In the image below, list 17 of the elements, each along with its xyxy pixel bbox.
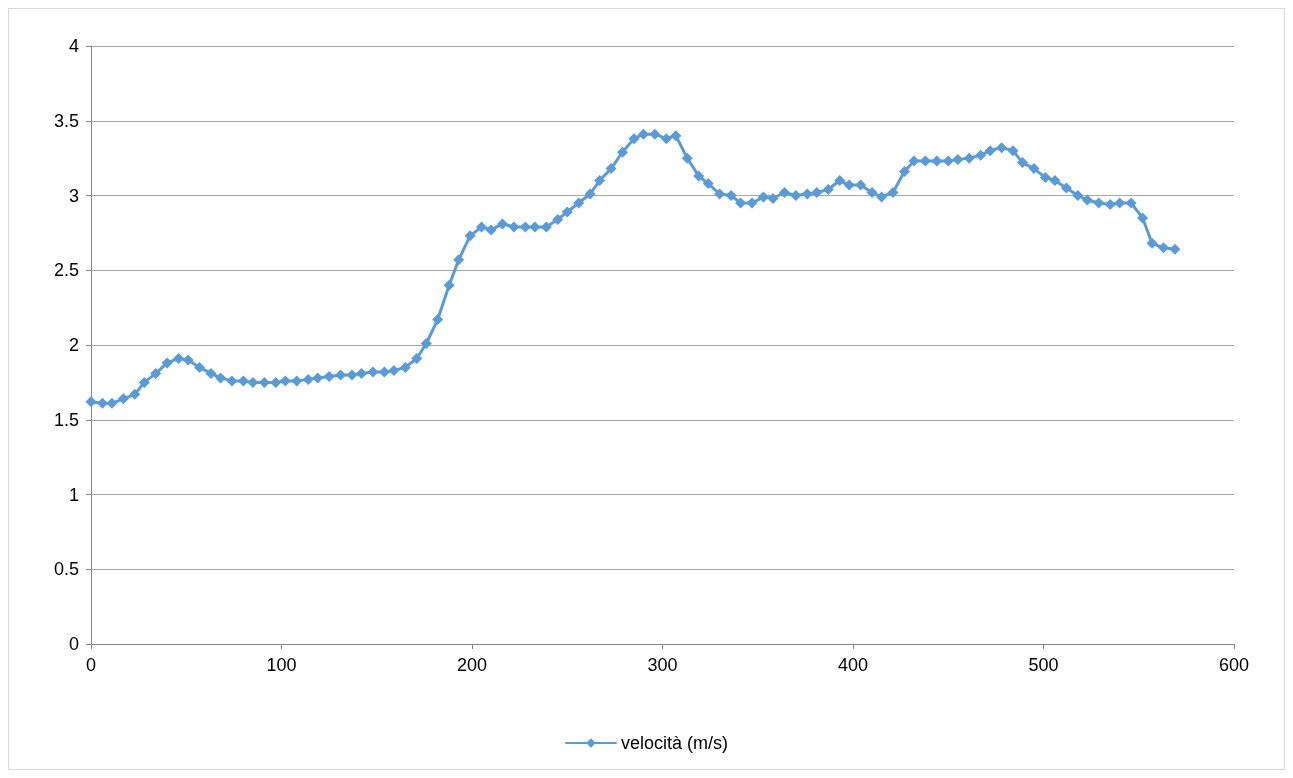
y-tick-label: 1 <box>68 484 79 505</box>
y-tick-label: 2 <box>68 335 79 355</box>
y-tick-label: 1.5 <box>53 409 79 430</box>
x-tick-label: 200 <box>456 655 488 675</box>
y-tick-label: 3 <box>68 185 79 206</box>
x-tick-label: 100 <box>266 655 297 675</box>
y-tick-label: 2.5 <box>53 260 79 281</box>
x-tick-label: 300 <box>647 655 678 675</box>
y-tick-label: 0.5 <box>53 559 79 580</box>
y-tick-label: 0 <box>68 634 79 654</box>
x-tick-label: 400 <box>837 655 869 675</box>
legend-label: velocità (m/s) <box>620 733 729 753</box>
x-tick-label: 0 <box>85 655 97 675</box>
x-tick-label: 600 <box>1218 655 1250 675</box>
y-tick-label: 3.5 <box>53 110 79 131</box>
x-tick-label: 500 <box>1028 655 1059 675</box>
y-tick-label: 4 <box>68 36 79 56</box>
